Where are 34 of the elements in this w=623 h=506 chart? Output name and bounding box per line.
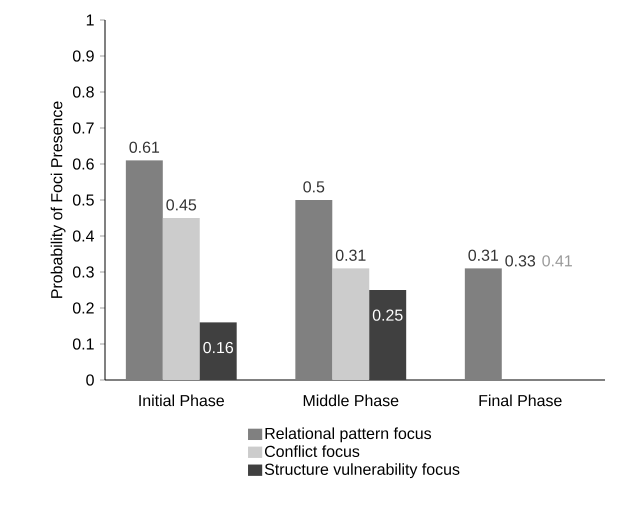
x-tick-label: Initial Phase [139, 394, 224, 406]
legend-label: Relational pattern focus [266, 427, 432, 442]
y-tick-label: 0.7 [72, 122, 94, 134]
annotation: 0.41 [542, 255, 572, 266]
legend-label: Structure vulnerability focus [264, 463, 460, 478]
data-label: 0.45 [166, 199, 196, 210]
y-tick-label: 0.5 [72, 194, 94, 206]
bar [369, 290, 406, 380]
data-label: 0.5 [303, 181, 324, 192]
x-tick-label: Middle Phase [304, 394, 398, 406]
bar [200, 322, 237, 380]
y-tick-label: 0.1 [72, 338, 94, 350]
bar [332, 268, 370, 380]
y-tick-label: 0.8 [72, 86, 94, 98]
y-tick-label: 0 [86, 374, 94, 386]
bar [162, 218, 200, 380]
data-label: 0.61 [129, 142, 160, 153]
data-label: 0.16 [203, 342, 234, 354]
y-tick-label: 0.3 [72, 266, 94, 278]
bar [464, 268, 502, 380]
y-tick-label: 1 [86, 14, 94, 26]
data-label: 0.25 [372, 310, 403, 321]
annotation: 0.33 [505, 255, 536, 266]
y-tick-label: 0.4 [72, 230, 94, 242]
bar [295, 200, 332, 380]
data-label: 0.31 [336, 250, 366, 261]
bar [126, 160, 163, 380]
y-tick-label: 0.2 [72, 302, 94, 314]
x-tick-label: Final Phase [479, 394, 562, 406]
y-axis-title: Probability of Foci Presence [50, 102, 66, 298]
y-tick-label: 0.9 [72, 50, 94, 62]
legend-label: Conflict focus [265, 445, 360, 458]
y-tick-label: 0.6 [72, 158, 94, 170]
data-label: 0.31 [468, 250, 498, 261]
